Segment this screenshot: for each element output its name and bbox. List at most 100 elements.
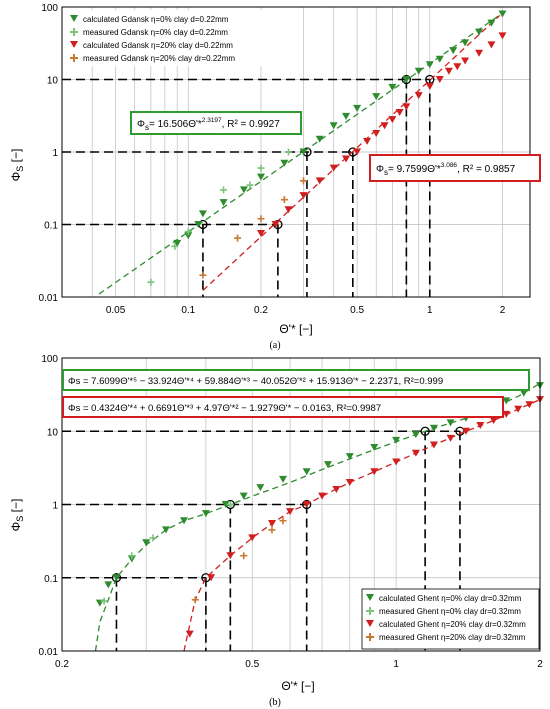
- y-tick-label: 0.1: [44, 221, 58, 232]
- y-axis-label-a: ΦS [−]: [9, 149, 25, 182]
- equation-boxes-a: Φs= 16.506Θ'*2.3197, R² = 0.9927 Φs= 9.75…: [130, 111, 541, 182]
- data-point-triangle: [201, 510, 210, 518]
- data-point-triangle: [429, 441, 438, 449]
- y-tick-label: 1: [52, 148, 58, 159]
- x-axis-label-a: Θ'* [−]: [279, 322, 312, 336]
- panel-label-b: (b): [269, 697, 281, 708]
- data-point-triangle: [388, 83, 397, 91]
- data-point-triangle: [104, 581, 113, 589]
- data-point-triangle: [429, 424, 438, 432]
- data-point-triangle: [161, 526, 170, 534]
- data-point-triangle: [284, 206, 293, 214]
- data-point-triangle: [280, 159, 289, 167]
- data-point-triangle: [112, 574, 121, 582]
- data-point-cross: [240, 552, 248, 560]
- legend-box: [361, 588, 540, 650]
- y-tick-labels-b: 0.01 0.1 1 10 100: [39, 354, 59, 658]
- intersection-circle: [455, 426, 465, 436]
- data-point-cross: [234, 234, 242, 242]
- equation-text: Φs = 7.6099Θ'*⁵ − 33.924Θ'*⁴ + 59.884Θ'*…: [68, 376, 443, 387]
- data-point-triangle: [392, 458, 401, 466]
- panel-label-a: (a): [269, 340, 280, 351]
- data-point-triangle: [372, 93, 381, 101]
- data-point-triangle: [370, 468, 379, 476]
- fit-curve: [98, 12, 503, 295]
- fit-curves-b: [94, 382, 541, 652]
- data-point-cross: [226, 501, 234, 508]
- data-point-cross: [279, 517, 287, 525]
- y-tick-label: 10: [47, 427, 59, 438]
- data-point-triangle: [446, 434, 455, 442]
- data-point-triangle: [302, 468, 311, 476]
- fit-curves-a: [98, 12, 503, 295]
- y-tick-label: 0.1: [44, 574, 58, 585]
- data-point-cross: [257, 215, 265, 223]
- plot-frame-a: [61, 6, 531, 298]
- data-point-triangle: [318, 492, 327, 500]
- data-point-triangle: [453, 63, 462, 71]
- data-point-triangle: [268, 520, 277, 528]
- legend-label: measured Ghent η=20% clay dr=0.32mm: [379, 633, 526, 642]
- data-point-triangle: [392, 436, 401, 444]
- data-point-cross: [284, 148, 292, 156]
- data-point-triangle: [353, 104, 362, 112]
- data-marks-a: [147, 10, 507, 286]
- data-point-triangle: [219, 199, 228, 207]
- chart-panel-a: 0.05 0.1 0.2 0.5 1 2 0.01 0.1 1 10 100 Θ'* [−] ΦS…: [9, 3, 541, 351]
- data-point-triangle: [342, 112, 351, 120]
- data-point-cross: [199, 271, 207, 279]
- data-point-cross: [184, 228, 192, 236]
- x-axis-label-b: Θ'* [−]: [281, 679, 314, 693]
- data-point-triangle: [489, 417, 498, 425]
- data-point-triangle: [226, 552, 235, 560]
- legend-a: calculated Gdansk η=0% clay d=0.22mm meas…: [66, 10, 266, 66]
- chart-panel-b: 0.2 0.5 1 2 0.01 0.1 1 10 100 Θ'* [−] ΦS [−] (b…: [9, 354, 544, 708]
- data-point-triangle: [198, 210, 207, 218]
- equation-box: [369, 154, 541, 182]
- equation-box: [62, 369, 530, 391]
- y-tick-label: 0.01: [39, 647, 59, 658]
- x-tick-label: 1: [393, 659, 399, 670]
- legend-label: measured Gdansk η=0% clay d=0.22mm: [83, 28, 228, 37]
- legend-label: calculated Gdansk η=0% clay d=0.22mm: [83, 15, 229, 24]
- data-point-triangle: [487, 41, 496, 49]
- data-point-triangle: [299, 148, 308, 156]
- y-tick-label: 10: [47, 76, 59, 87]
- data-point-cross: [220, 186, 228, 194]
- x-tick-label: 0.5: [245, 659, 259, 670]
- data-point-triangle: [514, 405, 523, 413]
- legend-marker-cross: [70, 54, 78, 62]
- data-point-cross: [257, 164, 265, 172]
- equation-text: Φs = 0.4324Θ'*⁴ + 0.6691Θ'*³ + 4.97Θ'*² …: [68, 403, 381, 414]
- legend-label: measured Ghent η=0% clay dr=0.32mm: [379, 607, 521, 616]
- y-tick-label: 0.01: [39, 293, 59, 304]
- legend-marker-triangle: [366, 594, 374, 601]
- data-point-triangle: [395, 109, 404, 117]
- data-point-triangle: [207, 574, 216, 582]
- x-tick-label: 0.1: [181, 305, 195, 316]
- data-point-triangle: [248, 534, 257, 542]
- data-point-cross: [100, 597, 108, 605]
- data-point-triangle: [519, 389, 528, 397]
- data-point-triangle: [435, 76, 444, 83]
- data-point-triangle: [476, 421, 485, 429]
- data-point-triangle: [380, 122, 389, 130]
- data-point-triangle: [388, 116, 397, 124]
- data-point-triangle: [315, 135, 324, 143]
- data-point-cross: [149, 534, 157, 542]
- y-tick-label: 100: [41, 3, 58, 14]
- data-point-triangle: [256, 230, 265, 238]
- equation-box: [130, 111, 302, 135]
- data-point-triangle: [449, 47, 458, 55]
- data-point-triangle: [402, 103, 411, 111]
- data-point-triangle: [299, 192, 308, 200]
- data-point-triangle: [402, 76, 411, 83]
- equation-text: Φs= 16.506Θ'*2.3197, R² = 0.9927: [137, 117, 280, 132]
- y-tick-label: 1: [52, 501, 58, 512]
- data-point-triangle: [425, 61, 434, 69]
- data-point-triangle: [353, 148, 362, 156]
- data-point-triangle: [498, 32, 507, 40]
- data-point-triangle: [414, 67, 423, 75]
- data-point-cross: [171, 242, 179, 250]
